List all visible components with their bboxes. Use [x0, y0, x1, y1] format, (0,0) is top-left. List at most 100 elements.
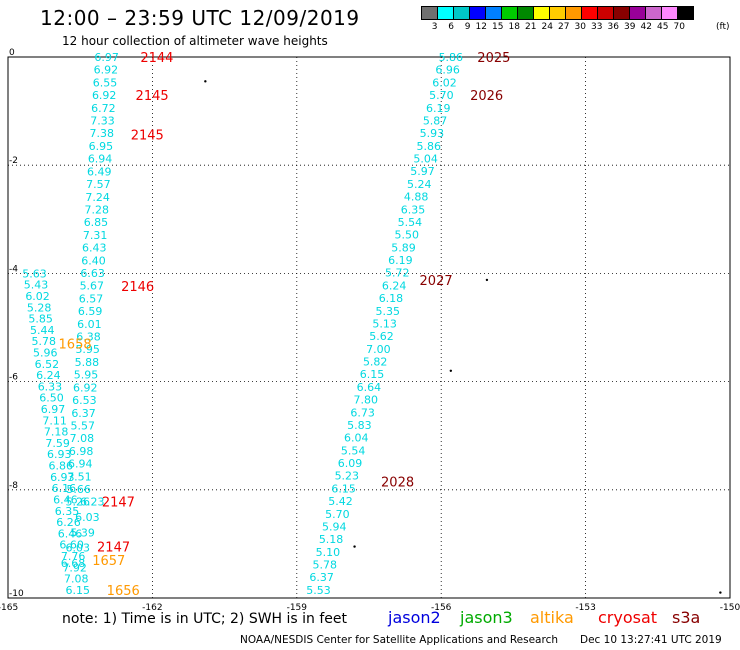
wave-height-label: 6.40 [81, 254, 106, 267]
colorbar-tick-label: 24 [541, 22, 553, 32]
satellite-legend-cryosat: cryosat [598, 608, 658, 627]
wave-height-label: 6.16 [52, 482, 77, 495]
wave-height-label: 5.42 [328, 495, 353, 508]
wave-height-label: 5.72 [385, 267, 410, 280]
wave-height-label: 5.62 [369, 330, 394, 343]
wave-height-label: 5.10 [316, 546, 341, 559]
satellite-legend-s3a: s3a [672, 608, 701, 627]
wave-height-label: 6.37 [309, 571, 334, 584]
wave-height-label: 6.92 [73, 381, 98, 394]
wave-height-label: 5.18 [319, 533, 344, 546]
pass-time-label: 2144 [140, 51, 173, 66]
wave-height-label: 7.57 [86, 178, 111, 191]
wave-height-label: 5.86 [417, 140, 442, 153]
wave-height-label: 6.55 [93, 76, 118, 89]
wave-height-label: 5.23 [335, 470, 360, 483]
wave-height-label: 6.35 [401, 203, 426, 216]
wave-height-label: 5.35 [376, 305, 401, 318]
wave-height-label: 6.98 [69, 445, 94, 458]
colorbar-tick-label: 39 [624, 22, 636, 32]
credit-text: NOAA/NESDIS Center for Satellite Applica… [240, 634, 558, 646]
colorbar-tick-label: 70 [673, 22, 685, 32]
y-tick-label: -4 [9, 264, 18, 274]
wave-height-label: 7.18 [44, 426, 69, 439]
island-marker [485, 278, 489, 282]
wave-height-label: 5.93 [420, 127, 445, 140]
wave-height-label: 6.95 [89, 140, 114, 153]
wave-height-label: 5.13 [372, 317, 397, 330]
island-marker [449, 369, 453, 372]
wave-height-label: 7.24 [85, 191, 110, 204]
wave-height-label: 5.53 [306, 584, 331, 597]
colorbar-tick-label: 27 [558, 22, 570, 32]
wave-height-label: 6.49 [87, 165, 112, 178]
y-tick-label: -8 [9, 481, 18, 491]
x-tick-label: -153 [575, 603, 595, 613]
colorbar-labels: 3 6 9 12 15 18 21 24 27 30 33 36 39 42 45 70 [421, 22, 693, 32]
x-tick-label: -162 [142, 603, 162, 613]
wave-height-label: 6.68 [61, 557, 86, 570]
wave-height-label: 5.04 [413, 153, 438, 166]
pass-time-label: 2145 [131, 128, 164, 143]
wave-height-label: 5.88 [75, 356, 100, 369]
colorbar-unit: (ft) [716, 22, 730, 32]
wave-height-label: 5.63 [22, 267, 47, 280]
chart-subtitle: 12 hour collection of altimeter wave hei… [62, 34, 328, 48]
wave-height-label: 6.92 [92, 89, 117, 102]
y-tick-label: -6 [9, 373, 18, 383]
wave-height-label: 5.50 [394, 229, 419, 242]
colorbar-tick-label: 21 [525, 22, 537, 32]
x-tick-label: -150 [720, 603, 740, 613]
colorbar-tick-label: 15 [492, 22, 504, 32]
wave-height-label: 6.15 [331, 482, 356, 495]
wave-height-label: 7.11 [42, 414, 67, 427]
wave-height-label: 5.44 [30, 324, 55, 337]
wave-height-label: 6.73 [350, 406, 375, 419]
wave-height-label: 5.54 [398, 216, 423, 229]
wave-height-label: 6.19 [426, 102, 451, 115]
wave-height-label: 6.26 [56, 516, 81, 529]
wave-height-label: 6.19 [388, 254, 413, 267]
island-marker [204, 80, 207, 83]
colorbar-tick-label: 30 [574, 22, 586, 32]
wave-height-label: 5.82 [363, 356, 388, 369]
wave-height-label: 6.02 [25, 290, 50, 303]
island-marker [719, 591, 722, 594]
wave-height-label: 6.96 [435, 64, 460, 77]
wave-height-label: 6.03 [75, 511, 100, 524]
wave-height-label: 5.85 [28, 313, 53, 326]
wave-height-label: 6.85 [84, 216, 109, 229]
wave-height-label: 6.38 [76, 331, 101, 344]
chart-title: 12:00 – 23:59 UTC 12/09/2019 [40, 6, 360, 30]
colorbar-swatches [421, 6, 694, 20]
wave-height-label: 7.59 [45, 437, 70, 450]
colorbar-swatch [677, 6, 694, 20]
wave-height-label: 6.53 [72, 394, 97, 407]
wave-height-label: 5.28 [27, 301, 52, 314]
wave-height-label: 6.97 [94, 51, 119, 64]
colorbar-tick-label: 12 [475, 22, 487, 32]
wave-height-label: 6.64 [357, 381, 382, 394]
wave-height-label: 6.35 [55, 505, 80, 518]
wave-height-label: 5.78 [313, 559, 338, 572]
colorbar-tick-label: 9 [464, 22, 471, 32]
wave-height-label: 5.57 [70, 419, 95, 432]
pass-time-label: 2147 [97, 541, 130, 556]
satellite-legend-altika: altika [530, 608, 574, 627]
wave-height-label: 5.97 [410, 165, 435, 178]
wave-height-label: 5.39 [70, 526, 95, 539]
wave-height-label: 6.01 [77, 318, 102, 331]
satellite-legend-jason3: jason3 [460, 608, 513, 627]
wave-height-label: 6.86 [49, 460, 74, 473]
wave-height-label: 6.33 [38, 380, 63, 393]
pass-time-label: 2027 [420, 274, 453, 289]
wave-height-label: 6.57 [79, 292, 104, 305]
wave-height-label: 5.24 [407, 178, 432, 191]
wave-height-label: 6.63 [80, 267, 105, 280]
colorbar-tick-label: 33 [591, 22, 603, 32]
pass-time-label: 2025 [477, 51, 510, 66]
wave-height-label: 5.54 [341, 444, 366, 457]
wave-height-label: 6.02 [432, 76, 457, 89]
